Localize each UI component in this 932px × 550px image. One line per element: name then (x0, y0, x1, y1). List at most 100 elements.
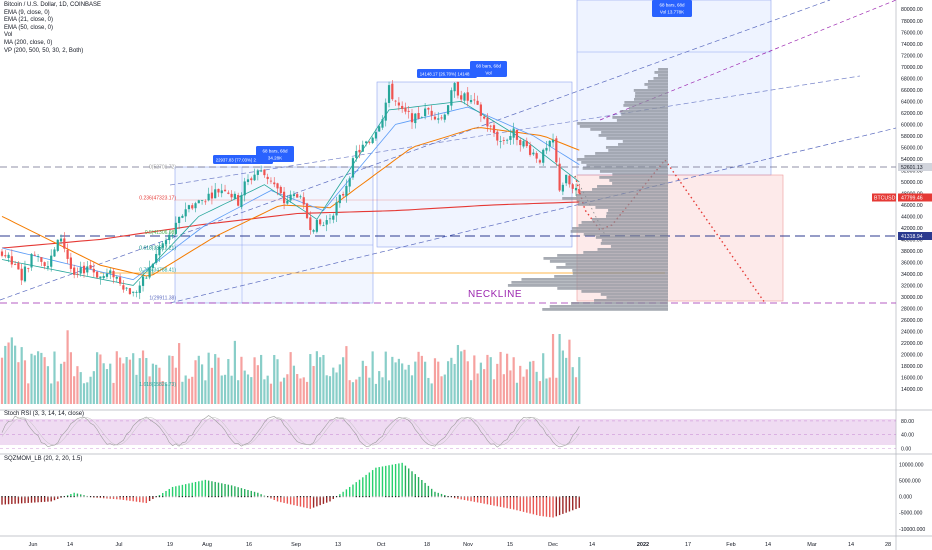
channel-lower[interactable] (169, 127, 896, 304)
sqz-bar (411, 471, 413, 497)
range-box-1[interactable] (174, 166, 374, 304)
volume-bar (384, 351, 387, 404)
volume-bar (46, 366, 50, 404)
stoch-rsi-pane[interactable]: 80.00 40.00 0.00 (0, 415, 914, 453)
volume-bar (522, 376, 525, 404)
sqz-bar (296, 496, 298, 506)
volume-bar (220, 375, 223, 404)
sqz-bar (414, 474, 416, 497)
sqz-bar (529, 496, 531, 514)
vp-row (595, 152, 668, 155)
volume-bar (73, 376, 76, 404)
volume-bar (178, 343, 181, 404)
sqz-bar (119, 496, 121, 500)
legend-vol[interactable]: Vol (4, 32, 13, 39)
legend-ema9[interactable]: EMA (9, close, 0) (4, 9, 50, 16)
sqzmom-label[interactable]: SQZMOM_LB (20, 2, 20, 1.5) (4, 456, 83, 462)
sqz-bar (4, 496, 6, 505)
candle-body (368, 141, 371, 143)
projection-box-up[interactable] (576, 0, 772, 176)
sqz-bar (522, 496, 525, 512)
candle-body (394, 100, 397, 102)
legend-ema50[interactable]: EMA (50, close, 0) (4, 24, 54, 31)
fib-labels: 0(52701.72) 0.236(47323.17) 0.5(41306.98) 0… (139, 164, 176, 388)
vp-row (647, 86, 668, 89)
sqz-dot (273, 496, 275, 498)
sqz-dot (519, 496, 521, 498)
vp-row (511, 281, 668, 284)
vp-row (543, 257, 668, 260)
sqz-bar (391, 464, 394, 497)
sqz-bar (135, 496, 138, 502)
legend-ema21[interactable]: EMA (21, close, 0) (4, 17, 54, 24)
volume-bar (230, 375, 233, 404)
stoch-rsi-label[interactable]: Stoch RSI (3, 3, 14, 14, close) (4, 411, 85, 417)
volume-profile[interactable] (507, 68, 668, 311)
legend-ma200[interactable]: MA (200, close, 0) (4, 39, 53, 46)
sqz-dot (50, 496, 52, 498)
price-axis[interactable]: 80000.00 78000.00 76000.00 74000.00 72000.00… (901, 7, 923, 393)
vp-row (658, 68, 668, 71)
volume-bar (345, 346, 348, 404)
sqz-dot (142, 496, 144, 498)
sqz-bar (273, 496, 275, 500)
vp-row (581, 161, 668, 164)
volume-bar (443, 374, 446, 404)
sqz-dot (168, 496, 170, 498)
candle-body (440, 117, 443, 119)
channel-upper-2[interactable] (169, 75, 861, 186)
squeeze-momentum-pane[interactable]: 10000.000 5000.000 0.000 -5000.000 -10000.00… (1, 462, 925, 533)
vp-row (634, 95, 668, 98)
candle-body (325, 220, 328, 225)
price-tick-22: 36000.00 (901, 260, 923, 266)
channel-upper[interactable] (0, 0, 831, 301)
volume-bar (187, 378, 191, 404)
time-axis[interactable]: Jun 14 Jul 19 Aug 16 Sep 13 Oct 18 Nov 15 Dec 14 2022 1… (29, 542, 892, 548)
candle-body (233, 193, 236, 199)
sqz-dot (513, 496, 515, 498)
measure-label-3[interactable]: 14148.17 (26.70%) 1414817 (417, 69, 477, 78)
time-tick-1: 14 (67, 542, 73, 548)
volume-bar (96, 352, 99, 404)
vp-row (606, 137, 668, 140)
sqz-bar (139, 496, 141, 503)
price-candles[interactable] (0, 80, 581, 300)
sqz-dot (27, 496, 29, 498)
measure-label-4[interactable]: 68 bars, 68d Vol (470, 61, 507, 77)
sqz-dot (536, 496, 538, 498)
legend-vp[interactable]: VP (200, 500, 50, 30, 2, Both) (4, 47, 84, 54)
vp-row (580, 191, 668, 194)
volume-bar (50, 383, 53, 404)
sqz-dot (467, 496, 469, 498)
volume-bar (361, 360, 364, 404)
sqz-dot (145, 496, 147, 498)
symbol-title[interactable]: Bitcoin / U.S. Dollar, 1D, COINBASE (4, 2, 102, 8)
measure-label-5[interactable]: 68 bars, 68d Vol 13.778K (652, 0, 692, 17)
volume-bar (551, 334, 555, 404)
sqz-dot (280, 496, 282, 498)
vp-row (595, 206, 668, 209)
sqz-bar (503, 496, 505, 508)
sqz-dot (53, 496, 56, 498)
sqz-bar (99, 496, 102, 499)
volume-bar (194, 360, 197, 404)
volume-bar (56, 381, 59, 404)
sqz-bar (286, 496, 289, 504)
volume-bar (453, 363, 456, 404)
vp-row (622, 140, 668, 143)
measure-label-2[interactable]: 68 bars, 68d 34.28K (256, 146, 294, 162)
volume-bar (568, 339, 571, 404)
candle-body (322, 225, 325, 227)
fib-label-5: 1(29911.38) (149, 295, 176, 301)
trend-purple-top[interactable] (599, 0, 896, 121)
volume-bar (23, 360, 27, 404)
sqz-dot (322, 496, 325, 498)
price-tag-52k-text: 52601.13 (901, 165, 923, 171)
sqz-dot (11, 496, 13, 498)
sqz-bar (112, 496, 115, 500)
sqz-dot (421, 496, 423, 498)
range-box-2[interactable] (376, 81, 573, 248)
sqz-dot (208, 496, 210, 498)
sqz-dot (437, 496, 439, 498)
